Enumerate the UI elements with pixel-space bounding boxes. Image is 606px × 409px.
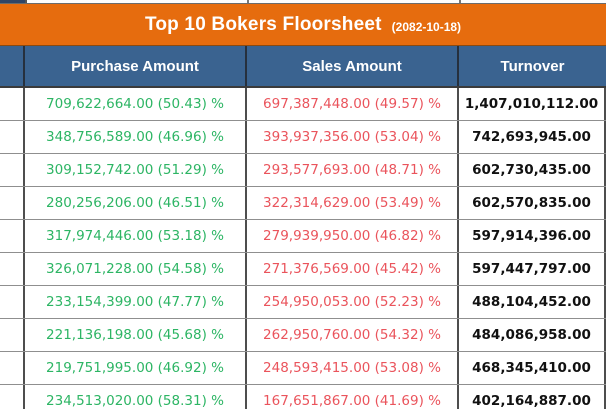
table-row: 280,256,206.00 (46.51) % 322,314,629.00 … xyxy=(0,187,606,220)
cropped-cell xyxy=(0,0,27,3)
purchase-amount-cell: 309,152,742.00 (51.29) % xyxy=(25,154,247,186)
table-row: 221,136,198.00 (45.68) % 262,950,760.00 … xyxy=(0,319,606,352)
cropped-cell xyxy=(27,0,249,3)
purchase-amount-cell: 709,622,664.00 (50.43) % xyxy=(25,88,247,120)
header-cell-index xyxy=(0,46,25,86)
sales-amount-cell: 167,651,867.00 (41.69) % xyxy=(247,385,459,409)
index-cell xyxy=(0,286,25,318)
table-header-row: Purchase Amount Sales Amount Turnover xyxy=(0,46,606,88)
turnover-cell: 488,104,452.00 xyxy=(459,286,606,318)
purchase-amount-cell: 348,756,589.00 (46.96) % xyxy=(25,121,247,153)
index-cell xyxy=(0,319,25,351)
turnover-cell: 484,086,958.00 xyxy=(459,319,606,351)
table-row: 233,154,399.00 (47.77) % 254,950,053.00 … xyxy=(0,286,606,319)
sales-amount-cell: 293,577,693.00 (48.71) % xyxy=(247,154,459,186)
header-cell-turnover: Turnover xyxy=(500,57,565,75)
index-cell xyxy=(0,121,25,153)
turnover-cell: 402,164,887.00 xyxy=(459,385,606,409)
turnover-cell: 597,447,797.00 xyxy=(459,253,606,285)
header-cell-sales: Sales Amount xyxy=(247,46,459,86)
turnover-cell: 468,345,410.00 xyxy=(459,352,606,384)
index-cell xyxy=(0,154,25,186)
sales-amount-cell: 254,950,053.00 (52.23) % xyxy=(247,286,459,318)
index-cell xyxy=(0,352,25,384)
table-row: 309,152,742.00 (51.29) % 293,577,693.00 … xyxy=(0,154,606,187)
purchase-amount-cell: 219,751,995.00 (46.92) % xyxy=(25,352,247,384)
sales-amount-cell: 262,950,760.00 (54.32) % xyxy=(247,319,459,351)
index-cell xyxy=(0,187,25,219)
sales-amount-cell: 393,937,356.00 (53.04) % xyxy=(247,121,459,153)
turnover-cell: 1,407,010,112.00 xyxy=(459,88,606,120)
table-row: 317,974,446.00 (53.18) % 279,939,950.00 … xyxy=(0,220,606,253)
cropped-row-above xyxy=(0,0,606,4)
title-date: (2082-10-18) xyxy=(391,20,462,34)
turnover-cell: 597,914,396.00 xyxy=(459,220,606,252)
purchase-amount-cell: 234,513,020.00 (58.31) % xyxy=(25,385,247,409)
turnover-cell: 742,693,945.00 xyxy=(459,121,606,153)
table-row: 709,622,664.00 (50.43) % 697,387,448.00 … xyxy=(0,88,606,121)
index-cell xyxy=(0,220,25,252)
sales-amount-cell: 279,939,950.00 (46.82) % xyxy=(247,220,459,252)
page-title: Top 10 Bokers Floorsheet xyxy=(144,13,382,35)
sales-amount-cell: 248,593,415.00 (53.08) % xyxy=(247,352,459,384)
cropped-cell xyxy=(461,0,606,3)
purchase-amount-cell: 221,136,198.00 (45.68) % xyxy=(25,319,247,351)
purchase-amount-cell: 326,071,228.00 (54.58) % xyxy=(25,253,247,285)
title-bar: Top 10 Bokers Floorsheet (2082-10-18) xyxy=(0,4,606,46)
cropped-cell xyxy=(249,0,461,3)
turnover-cell: 602,570,835.00 xyxy=(459,187,606,219)
index-cell xyxy=(0,88,25,120)
table-row: 348,756,589.00 (46.96) % 393,937,356.00 … xyxy=(0,121,606,154)
table-row: 219,751,995.00 (46.92) % 248,593,415.00 … xyxy=(0,352,606,385)
purchase-amount-cell: 280,256,206.00 (46.51) % xyxy=(25,187,247,219)
index-cell xyxy=(0,253,25,285)
table-row: 326,071,228.00 (54.58) % 271,376,569.00 … xyxy=(0,253,606,286)
sales-amount-cell: 322,314,629.00 (53.49) % xyxy=(247,187,459,219)
purchase-amount-cell: 317,974,446.00 (53.18) % xyxy=(25,220,247,252)
turnover-cell: 602,730,435.00 xyxy=(459,154,606,186)
table-row: 234,513,020.00 (58.31) % 167,651,867.00 … xyxy=(0,385,606,409)
sales-amount-cell: 697,387,448.00 (49.57) % xyxy=(247,88,459,120)
header-cell-purchase: Purchase Amount xyxy=(25,46,247,86)
sales-amount-cell: 271,376,569.00 (45.42) % xyxy=(247,253,459,285)
purchase-amount-cell: 233,154,399.00 (47.77) % xyxy=(25,286,247,318)
index-cell xyxy=(0,385,25,409)
